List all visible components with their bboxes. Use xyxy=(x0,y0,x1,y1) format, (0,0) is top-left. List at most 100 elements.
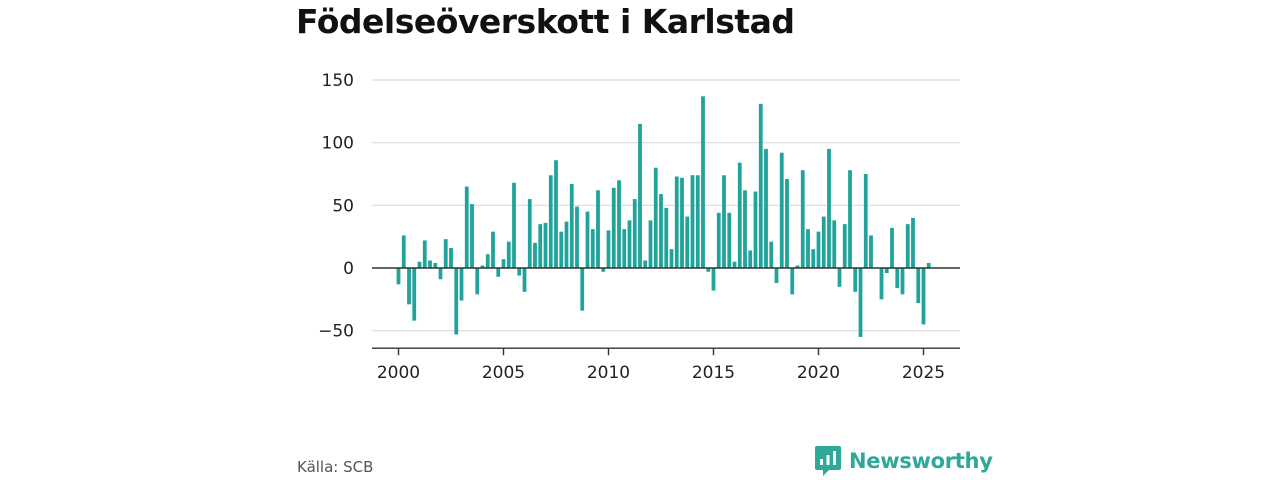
bar xyxy=(653,167,658,268)
bar xyxy=(916,268,921,304)
bar xyxy=(711,268,716,291)
bar xyxy=(785,179,789,268)
bar xyxy=(858,268,863,337)
bar xyxy=(501,259,506,268)
y-tick-label: 150 xyxy=(322,71,354,91)
bar xyxy=(590,229,595,268)
bar xyxy=(695,175,700,268)
bar xyxy=(659,194,663,268)
bar xyxy=(454,268,459,335)
bar xyxy=(632,199,637,268)
x-tick-label: 2000 xyxy=(377,363,420,383)
bar xyxy=(890,227,894,268)
bar xyxy=(911,217,915,268)
bar xyxy=(884,268,889,274)
bar xyxy=(622,229,627,268)
bar xyxy=(512,182,516,268)
bar xyxy=(743,190,747,268)
bar xyxy=(569,184,574,268)
bar xyxy=(527,199,532,268)
bar xyxy=(758,103,763,268)
x-tick-label: 2010 xyxy=(587,363,630,383)
bar xyxy=(790,268,795,295)
bar xyxy=(517,268,522,276)
y-tick-label: 100 xyxy=(322,134,354,154)
bar xyxy=(564,221,569,268)
x-tick-label: 2005 xyxy=(482,363,525,383)
newsworthy-logo-icon xyxy=(815,446,841,476)
bar xyxy=(795,265,800,268)
bar xyxy=(895,268,900,289)
bar xyxy=(491,231,495,268)
bar xyxy=(748,250,753,268)
bar xyxy=(475,268,480,295)
bar xyxy=(548,175,553,268)
bar xyxy=(417,261,422,268)
bar xyxy=(727,212,732,268)
bar xyxy=(732,261,737,268)
bar xyxy=(575,206,579,268)
bar xyxy=(506,241,511,268)
x-tick-label: 2020 xyxy=(797,363,840,383)
bar xyxy=(879,268,884,300)
bar xyxy=(648,220,653,268)
bar xyxy=(806,229,810,268)
bar xyxy=(853,268,858,292)
chart-title: Födelseöverskott i Karlstad xyxy=(296,2,795,41)
bar xyxy=(543,222,548,268)
bar xyxy=(690,175,695,268)
bar xyxy=(716,212,721,268)
bar xyxy=(554,160,558,268)
bar xyxy=(533,242,537,268)
bar xyxy=(412,268,417,321)
bar xyxy=(538,224,543,268)
bar xyxy=(848,170,852,268)
bar xyxy=(926,262,931,268)
bar xyxy=(701,96,705,268)
bar xyxy=(779,152,784,268)
bar-chart: 150 100 50 0 −50 2000 2005 2010 2015 2020 2025 xyxy=(318,71,960,383)
bar xyxy=(905,224,910,268)
bar xyxy=(722,175,726,268)
bar xyxy=(438,268,443,280)
tick-labels: 150 100 50 0 −50 2000 2005 2010 2015 2020 2025 xyxy=(318,71,945,383)
bar xyxy=(401,235,406,268)
bar xyxy=(827,148,831,268)
bar xyxy=(769,241,774,268)
bar xyxy=(800,170,805,268)
y-tick-label: 50 xyxy=(332,196,354,216)
bar xyxy=(664,207,669,268)
bar xyxy=(580,268,585,311)
y-tick-label: −50 xyxy=(318,322,354,342)
bar xyxy=(816,231,821,268)
bar xyxy=(685,216,690,268)
bar xyxy=(449,247,453,268)
bar xyxy=(706,268,711,272)
bar xyxy=(422,240,427,268)
bar xyxy=(443,239,448,268)
bar xyxy=(585,211,590,268)
brand-logo-group[interactable]: Newsworthy xyxy=(815,446,993,476)
x-tick-label: 2025 xyxy=(902,363,945,383)
bar xyxy=(617,180,621,268)
axes xyxy=(372,267,960,356)
bar xyxy=(863,174,868,268)
bar xyxy=(407,268,411,305)
bar xyxy=(680,177,684,268)
bar xyxy=(559,231,564,268)
bar xyxy=(638,123,642,269)
source-note: Källa: SCB xyxy=(297,458,374,476)
bar xyxy=(669,249,674,268)
bar xyxy=(470,204,474,268)
x-tick-label: 2015 xyxy=(692,363,735,383)
bar xyxy=(601,268,606,272)
bar xyxy=(737,162,742,268)
bar xyxy=(774,268,779,284)
bar xyxy=(674,176,679,268)
bar xyxy=(842,224,847,268)
bar xyxy=(921,268,926,325)
bar-series xyxy=(396,96,931,337)
bar xyxy=(821,216,826,268)
bar xyxy=(433,262,438,268)
bar xyxy=(627,220,632,268)
